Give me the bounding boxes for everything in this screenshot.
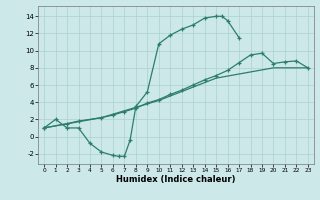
X-axis label: Humidex (Indice chaleur): Humidex (Indice chaleur): [116, 175, 236, 184]
